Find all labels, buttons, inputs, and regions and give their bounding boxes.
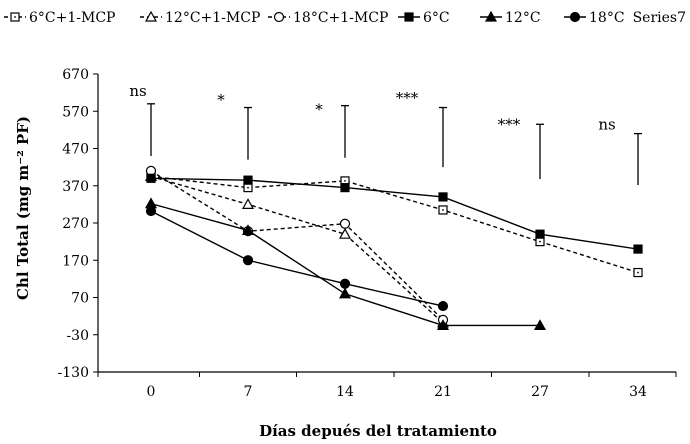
- x-tick-label: 21: [434, 384, 452, 400]
- data-point: [633, 244, 643, 254]
- data-point: [533, 319, 547, 331]
- significance-annotations: ns******** ns: [129, 82, 615, 134]
- x-tick-label: 27: [531, 384, 549, 400]
- y-tick-label: 170: [62, 253, 89, 269]
- data-point-center: [442, 209, 444, 211]
- data-point: [273, 11, 285, 23]
- y-axis-title: Chl Total (mg m⁻² PF): [14, 116, 32, 300]
- data-point: [243, 175, 253, 185]
- legend-label: 6°C: [423, 10, 450, 26]
- series-18°C+1-MCP: [145, 165, 449, 325]
- data-point: [338, 287, 352, 299]
- legend-label: 6°C+1-MCP: [29, 10, 115, 26]
- significance-label: *: [315, 100, 323, 118]
- y-tick-label: 570: [62, 104, 89, 120]
- series-line: [150, 210, 444, 307]
- legend-label: 18°C: [589, 10, 625, 26]
- data-point: [437, 300, 449, 312]
- data-point: [241, 198, 255, 209]
- data-point: [404, 12, 414, 22]
- data-point: [339, 278, 351, 289]
- data-point: [569, 11, 581, 23]
- data-point-center: [344, 180, 346, 182]
- data-point: [535, 229, 545, 239]
- y-tick-label: 270: [62, 216, 89, 232]
- data-point-center: [637, 271, 639, 274]
- series-12°C+1-MCP: [144, 170, 450, 328]
- y-tick-label: 70: [71, 291, 89, 307]
- legend-label: Series7: [633, 10, 686, 26]
- series-line: [150, 175, 639, 274]
- data-point: [340, 183, 350, 193]
- series-6°C+1-MCP: [146, 171, 643, 278]
- data-point-center: [14, 16, 16, 18]
- x-tick-label: 7: [244, 384, 253, 400]
- legend-label: 12°C: [505, 10, 541, 26]
- legend-item: 18°C: [564, 10, 625, 26]
- y-tick-label: 370: [62, 179, 89, 195]
- data-point: [144, 10, 158, 22]
- data-point: [241, 224, 255, 236]
- data-point: [145, 205, 157, 217]
- x-tick-label: 0: [147, 384, 156, 400]
- legend-label: 12°C+1-MCP: [165, 10, 260, 26]
- significance-label: ***: [498, 115, 521, 133]
- legend-item: 12°C+1-MCP: [140, 10, 260, 26]
- series-6°C: [146, 173, 643, 254]
- series-12°C: [144, 197, 547, 331]
- x-tick-label: 34: [629, 384, 647, 400]
- error-bars: [147, 103, 642, 186]
- series-line: [150, 177, 639, 250]
- data-point: [242, 255, 254, 266]
- series-line: [150, 170, 444, 321]
- legend-item: 12°C: [480, 10, 541, 26]
- legend-item: 6°C: [398, 10, 450, 26]
- x-tick-label: 14: [336, 384, 354, 400]
- data-point: [339, 218, 351, 229]
- significance-label: ***: [396, 89, 419, 107]
- series-lines: [144, 165, 643, 331]
- y-tick-label: -130: [58, 365, 89, 381]
- data-point: [436, 319, 450, 331]
- y-tick-label: -30: [66, 328, 89, 344]
- y-tick-label: 670: [62, 67, 89, 83]
- legend-item: Series7: [633, 10, 686, 26]
- data-point: [338, 227, 352, 239]
- data-point: [438, 192, 448, 202]
- data-point: [484, 10, 498, 22]
- series-line: [150, 175, 444, 324]
- legend-label: 18°C+1-MCP: [293, 10, 388, 26]
- legend-item: 18°C+1-MCP: [268, 10, 388, 26]
- x-axis: 0 7 14 21 27 34: [97, 371, 677, 400]
- significance-label: *: [217, 91, 225, 109]
- significance-label: ns: [129, 82, 146, 100]
- y-tick-label: 470: [62, 142, 89, 158]
- legend-item: 6°C+1-MCP: [4, 10, 115, 26]
- data-point-center: [247, 186, 249, 189]
- significance-label: ns: [598, 115, 615, 133]
- data-point: [146, 173, 156, 183]
- y-axis: -130 -30 70 170 270 370 470 570 670: [58, 67, 99, 381]
- data-point-center: [539, 240, 541, 243]
- legend: 6°C+1-MCP 12°C+1-MCP 18°C+1-MCP 6°C 12°C 18°C…: [4, 10, 686, 26]
- series-18°C: [145, 205, 449, 312]
- x-axis-title: Días depués del tratamiento: [259, 422, 497, 440]
